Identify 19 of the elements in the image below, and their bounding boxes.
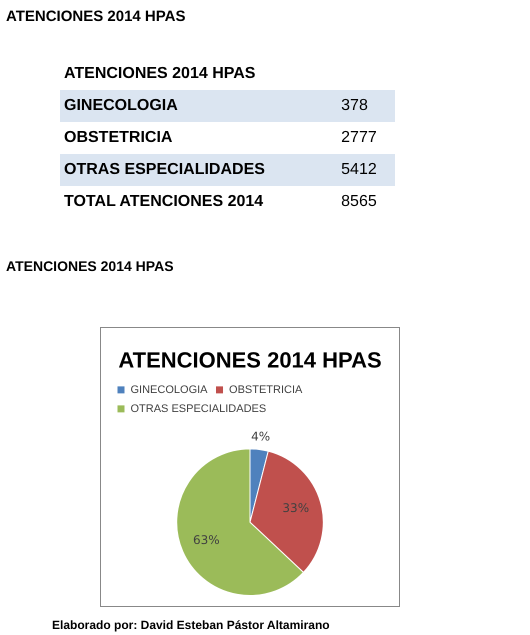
category-label: OBSTETRICIA xyxy=(64,129,172,146)
category-label: GINECOLOGIA xyxy=(64,97,178,114)
text: ATENCIONES 2014 HPAS xyxy=(6,258,174,274)
text: TOTAL ATENCIONES 2014 xyxy=(63,192,264,212)
text: 5412 xyxy=(337,154,395,186)
text: ATENCIONES 2014 HPAS xyxy=(63,64,256,84)
data-label: 4% xyxy=(251,430,270,444)
legend-label: OTRAS ESPECIALIDADES xyxy=(130,402,266,415)
legend-label: OBSTETRICIA xyxy=(229,384,304,396)
category-label: OTRAS ESPECIALIDADES xyxy=(64,161,265,178)
text: Elaborado por: David Esteban Pástor Altamirano xyxy=(52,618,330,632)
chart-title: ATENCIONES 2014 HPAS xyxy=(118,347,382,372)
text: 2777 xyxy=(340,128,378,148)
data-label: 33% xyxy=(282,501,310,516)
data-label: 63% xyxy=(192,533,220,548)
text: ATENCIONES 2014 HPAS xyxy=(6,8,186,25)
text: 8565 xyxy=(340,192,378,212)
text: 378 xyxy=(337,90,395,122)
legend-label: GINECOLOGIA xyxy=(130,384,208,396)
